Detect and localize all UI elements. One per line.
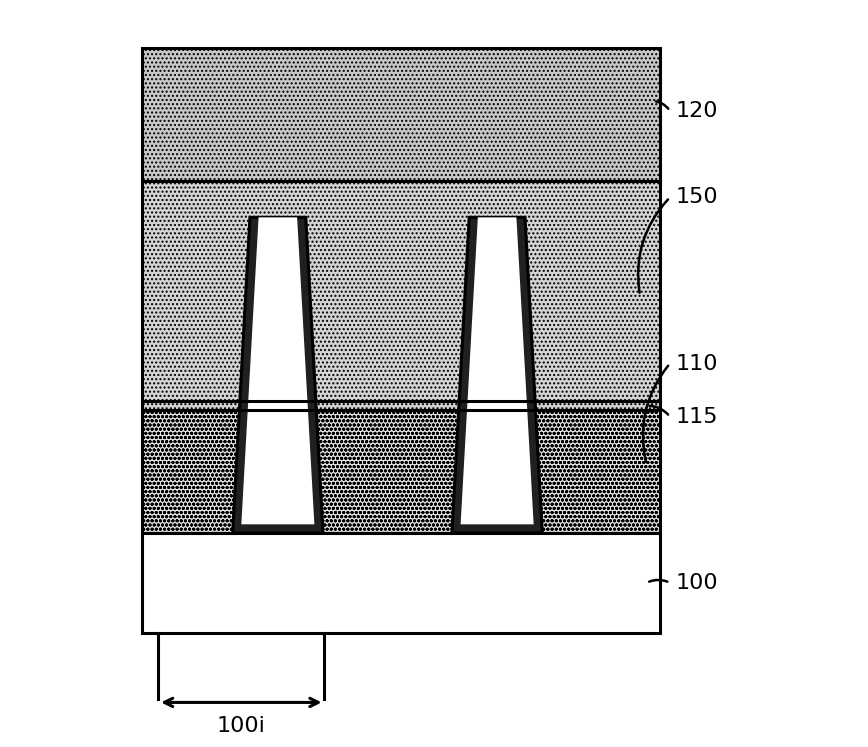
Bar: [141, 410, 660, 533]
Text: 120: 120: [675, 101, 718, 121]
Bar: [141, 181, 660, 410]
Bar: [141, 533, 660, 633]
Polygon shape: [452, 217, 542, 533]
Bar: [141, 48, 660, 633]
Text: 115: 115: [675, 406, 718, 427]
Text: 100i: 100i: [217, 716, 266, 736]
Polygon shape: [233, 217, 323, 533]
Bar: [141, 48, 660, 181]
Polygon shape: [241, 217, 314, 524]
Text: 150: 150: [675, 187, 718, 208]
Bar: [141, 401, 660, 410]
Text: 100: 100: [675, 573, 718, 593]
Text: 110: 110: [675, 353, 718, 374]
Polygon shape: [461, 217, 534, 524]
